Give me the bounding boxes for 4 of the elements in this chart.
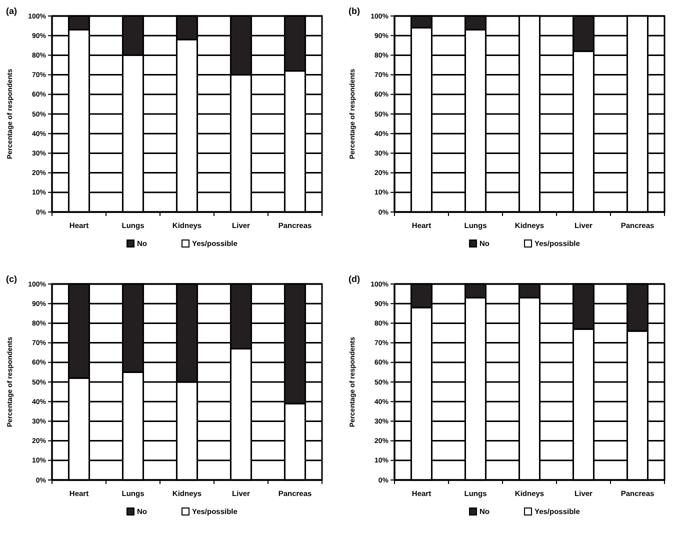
chart-title: (a) xyxy=(6,6,17,16)
chart-title: (c) xyxy=(6,274,17,284)
chart-title: (b) xyxy=(348,6,360,16)
chart-title: (d) xyxy=(348,274,360,284)
